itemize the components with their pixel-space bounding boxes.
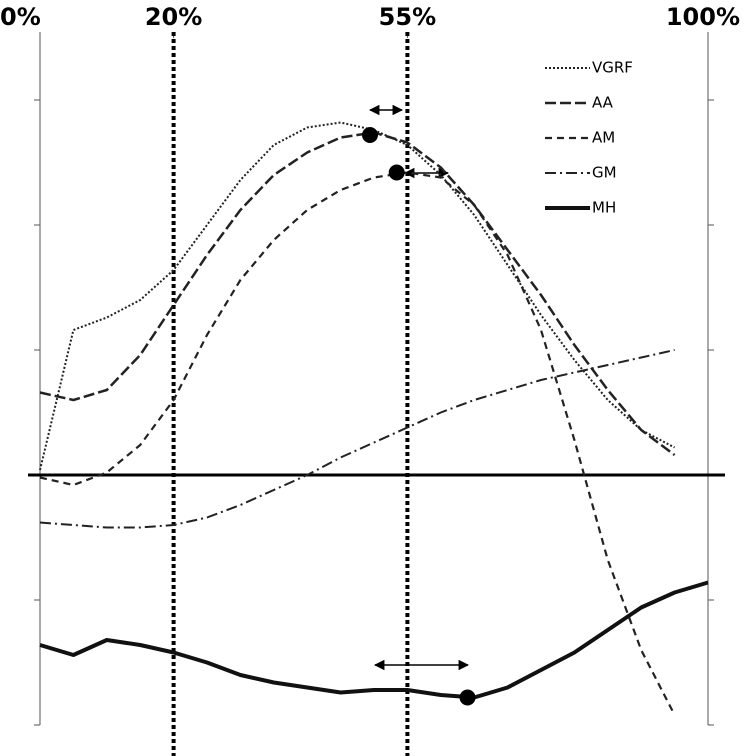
series-line	[39, 171, 676, 716]
legend-label: GM	[592, 164, 617, 182]
legend-label: AA	[592, 94, 614, 112]
series-line	[39, 349, 675, 529]
range-arrows	[368, 104, 470, 671]
marker-dot	[459, 689, 476, 706]
series-line	[39, 121, 676, 471]
legend-label: MH	[592, 199, 616, 217]
marker-dot	[361, 127, 378, 143]
x-tick-label: 20%	[145, 3, 202, 31]
x-tick-label: 55%	[379, 3, 436, 31]
x-tick-label: 100%	[666, 3, 740, 31]
legend-label: AM	[592, 129, 615, 147]
legend-label: VGRF	[592, 59, 633, 77]
marker-dot	[388, 164, 405, 181]
series-line	[39, 131, 676, 457]
series-line	[39, 580, 709, 700]
x-tick-label: 0%	[0, 3, 41, 31]
